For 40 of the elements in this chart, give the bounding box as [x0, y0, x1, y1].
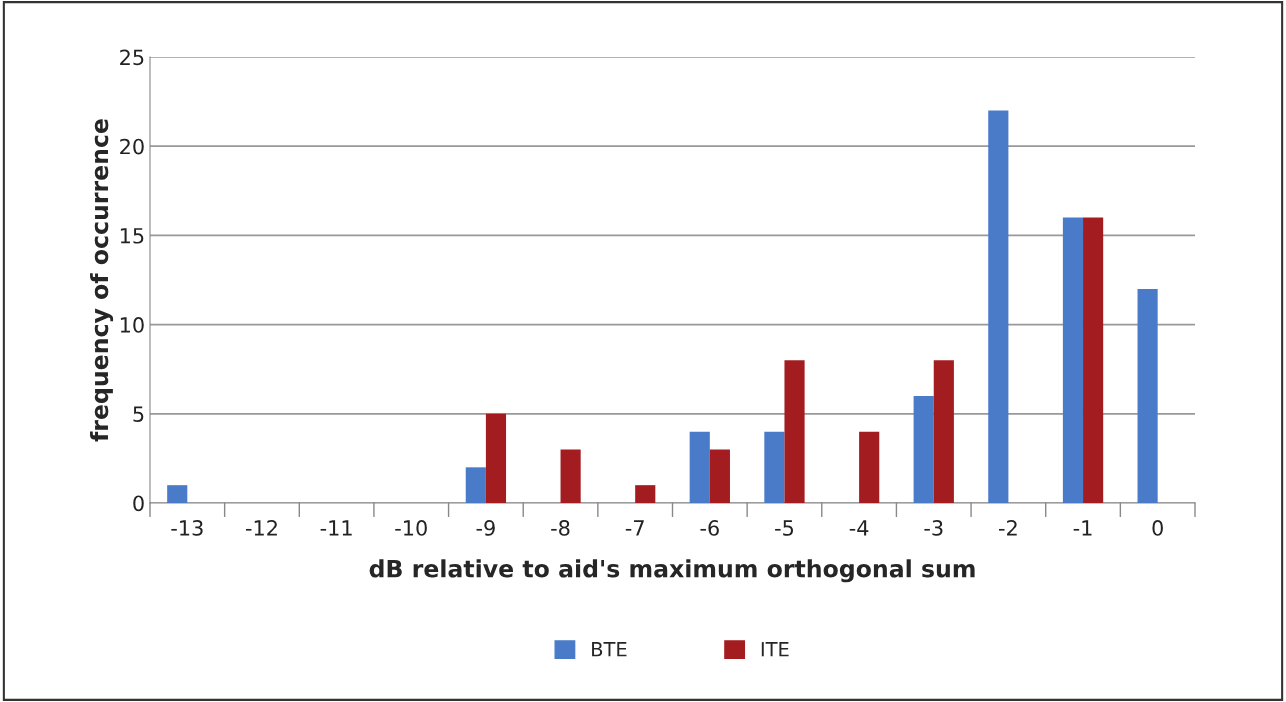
x-tick-label: -6 — [700, 520, 719, 536]
bar — [709, 449, 730, 503]
x-axis-title: dB relative to aid's maximum orthogonal sum — [369, 559, 975, 583]
x-tick-label: -1 — [1073, 520, 1092, 536]
x-tick-label: -8 — [551, 520, 570, 536]
y-tick-label: 15 — [120, 228, 144, 244]
bar — [485, 413, 507, 503]
bar — [1137, 288, 1158, 503]
y-tick-label: 25 — [120, 49, 144, 66]
bar — [784, 360, 805, 503]
bar — [764, 431, 785, 503]
y-tick-label: 10 — [120, 317, 144, 333]
bar — [465, 467, 486, 503]
x-tick-label: -10 — [395, 520, 427, 536]
x-tick-label: 0 — [1152, 520, 1163, 536]
bar — [1083, 217, 1104, 503]
bar — [988, 110, 1009, 503]
legend-label: BTE — [592, 642, 627, 657]
bar — [167, 485, 188, 503]
x-tick-label: -13 — [171, 520, 203, 536]
y-axis-title: frequency of occurrence — [90, 119, 114, 442]
legend-label: ITE — [761, 642, 789, 657]
bar — [635, 485, 656, 503]
bar — [859, 431, 880, 503]
x-tick-label: -3 — [924, 520, 943, 536]
bar — [933, 360, 954, 503]
x-tick-label: -4 — [849, 520, 869, 536]
x-tick-label: -5 — [775, 520, 794, 536]
x-tick-label: -7 — [625, 520, 644, 536]
y-tick-label: 0 — [133, 495, 144, 512]
y-tick-label: 5 — [133, 406, 144, 423]
x-tick-label: -12 — [245, 520, 277, 536]
x-tick-label: -9 — [476, 520, 495, 536]
y-tick-label: 20 — [120, 138, 144, 155]
bar — [1062, 217, 1084, 503]
bar — [689, 431, 710, 503]
x-tick-label: -11 — [320, 520, 352, 536]
x-tick-label: -2 — [999, 520, 1017, 536]
bar — [560, 449, 581, 503]
bar — [913, 395, 934, 503]
